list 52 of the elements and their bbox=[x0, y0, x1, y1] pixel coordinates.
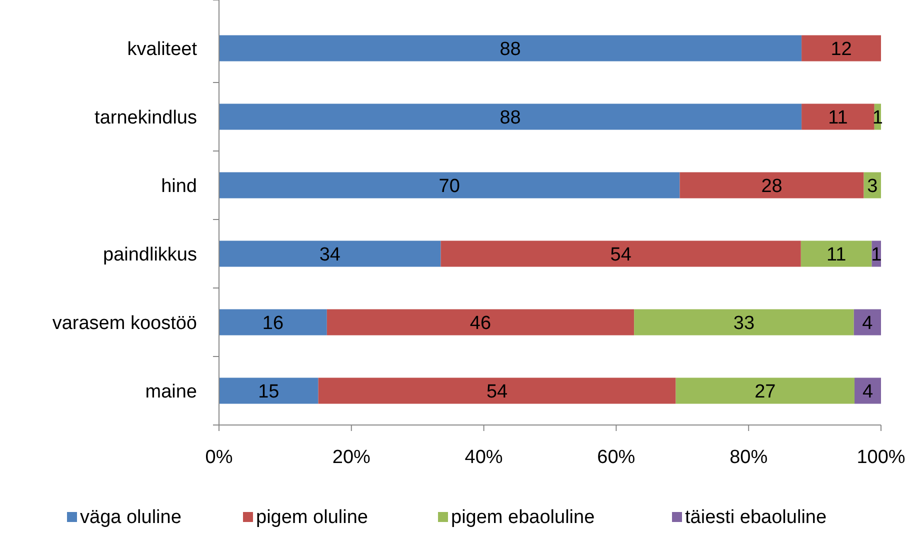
bar bbox=[326, 309, 634, 336]
bar bbox=[219, 240, 441, 267]
data-label: 34 bbox=[319, 244, 341, 266]
data-label: 1 bbox=[871, 244, 882, 266]
data-label: 4 bbox=[862, 382, 874, 403]
y-tick-label: kvaliteet bbox=[127, 39, 198, 60]
data-label: 27 bbox=[754, 382, 776, 403]
bar bbox=[219, 35, 802, 62]
bar bbox=[680, 172, 864, 198]
bar bbox=[802, 104, 874, 130]
legend-label: pigem ebaoluline bbox=[451, 507, 595, 528]
data-label: 54 bbox=[610, 244, 632, 266]
x-tick-label: 80% bbox=[730, 447, 768, 468]
bar bbox=[676, 378, 855, 404]
y-tick-label: hind bbox=[161, 176, 197, 198]
y-tick-label: tarnekindlus bbox=[94, 108, 197, 129]
data-label: 54 bbox=[486, 382, 508, 403]
x-tick-label: 40% bbox=[464, 447, 503, 468]
data-label: 3 bbox=[867, 176, 878, 198]
bar bbox=[802, 35, 881, 62]
bar bbox=[318, 378, 676, 404]
data-label: 4 bbox=[862, 313, 874, 334]
bar bbox=[219, 172, 680, 198]
data-label: 11 bbox=[828, 108, 848, 129]
data-label: 11 bbox=[826, 244, 846, 266]
data-label: 33 bbox=[733, 313, 755, 334]
data-label: 88 bbox=[500, 108, 521, 129]
data-label: 16 bbox=[262, 313, 284, 334]
y-tick-label: maine bbox=[145, 382, 197, 403]
bar bbox=[854, 309, 881, 336]
data-label: 70 bbox=[438, 176, 460, 198]
y-tick-label: paindlikkus bbox=[103, 244, 197, 266]
data-label: 28 bbox=[761, 176, 782, 198]
bar bbox=[634, 309, 854, 336]
bar bbox=[440, 240, 801, 267]
data-label: 88 bbox=[500, 39, 521, 60]
legend-label: täiesti ebaoluline bbox=[685, 507, 827, 528]
bar bbox=[219, 378, 318, 404]
x-tick-label: 100% bbox=[856, 447, 906, 468]
data-label: 15 bbox=[258, 382, 280, 403]
bar bbox=[854, 378, 881, 404]
data-label: 12 bbox=[830, 39, 852, 60]
bar bbox=[219, 309, 327, 336]
data-label: 46 bbox=[470, 313, 492, 334]
x-tick-label: 60% bbox=[597, 447, 636, 468]
x-tick-label: 0% bbox=[205, 447, 233, 468]
legend-label: väga oluline bbox=[80, 507, 182, 528]
x-tick-label: 20% bbox=[332, 447, 371, 468]
bar bbox=[219, 104, 802, 130]
legend-label: pigem oluline bbox=[256, 507, 368, 528]
bar bbox=[800, 240, 872, 267]
y-tick-label: varasem koostöö bbox=[52, 313, 197, 334]
